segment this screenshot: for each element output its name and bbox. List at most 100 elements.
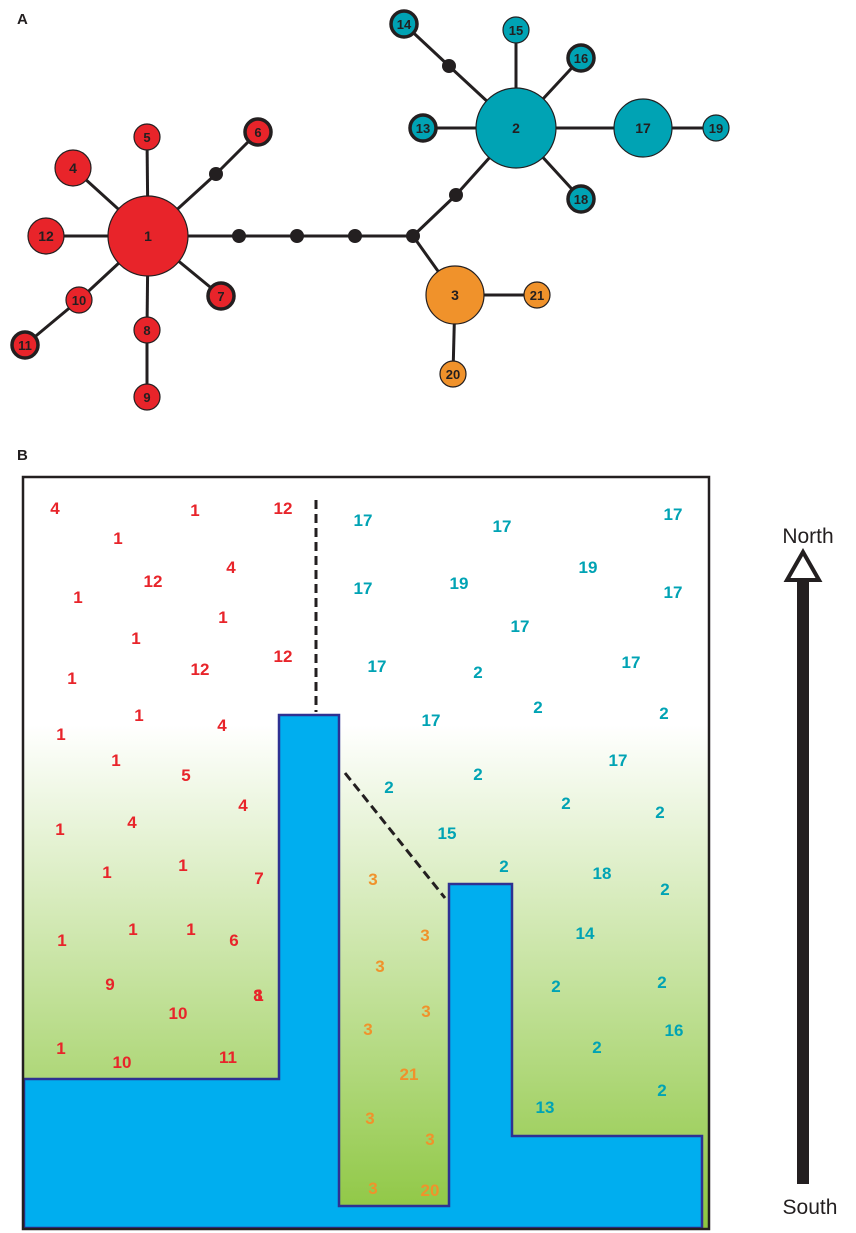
east-haplotype-label: 2 [551,977,560,996]
east-haplotype-label: 2 [473,765,482,784]
haplotype-circle [702,114,730,142]
haplotype-label: 3 [451,287,459,303]
west-haplotype-label: 1 [56,1039,65,1058]
west-haplotype-label: 1 [254,986,263,1005]
haplotype-node-21: 21 [523,281,551,309]
west-haplotype-label: 4 [50,499,60,518]
west-haplotype-label: 10 [113,1053,132,1072]
haplotype-circle [54,149,92,187]
haplotype-label: 17 [635,120,651,136]
haplotype-label: 11 [18,338,32,353]
east-haplotype-label: 2 [657,1081,666,1100]
east-haplotype-label: 17 [664,505,683,524]
east-haplotype-label: 17 [354,511,373,530]
haplotype-label: 6 [254,125,261,140]
west-haplotype-label: 1 [218,608,227,627]
east-haplotype-label: 16 [665,1021,684,1040]
east-haplotype-label: 19 [579,558,598,577]
middle-haplotype-label: 3 [420,926,429,945]
east-haplotype-label: 2 [657,973,666,992]
east-haplotype-label: 17 [493,517,512,536]
east-haplotype-label: 17 [664,583,683,602]
haplotype-label: 7 [217,289,224,304]
haplotype-node-1: 1 [107,195,189,277]
haplotype-node-14: 14 [389,9,419,39]
east-haplotype-label: 2 [561,794,570,813]
east-haplotype-label: 2 [592,1038,601,1057]
east-haplotype-label: 2 [473,663,482,682]
haplotype-label: 10 [72,293,86,308]
haplotype-node-12: 12 [27,217,65,255]
west-haplotype-label: 12 [274,647,293,666]
haplotype-node-16: 16 [566,43,596,73]
west-haplotype-label: 12 [274,499,293,518]
west-haplotype-label: 1 [178,856,187,875]
network-edge [411,193,458,238]
haplotype-label: 21 [530,288,544,303]
haplotype-circle [566,43,596,73]
west-haplotype-label: 1 [134,706,143,725]
middle-haplotype-label: 3 [363,1020,372,1039]
middle-haplotype-label: 3 [368,1179,377,1198]
west-haplotype-label: 8 [253,986,262,1005]
west-haplotype-label: 1 [131,629,140,648]
haplotype-circle [65,286,93,314]
haplotype-node-4: 4 [54,149,92,187]
haplotype-label: 5 [143,130,150,145]
missing-haplotype-dot [209,167,223,181]
panel-a-label: A [17,11,28,28]
barrier-line-diagonal [343,772,447,899]
missing-haplotypes [209,59,463,243]
west-haplotype-label: 1 [190,501,199,520]
haplotype-circle [425,265,485,325]
west-haplotype-label: 12 [191,660,210,679]
map-frame [21,475,711,1231]
west-haplotype-label: 5 [181,766,190,785]
west-haplotype-label: 6 [229,931,238,950]
haplotype-circle [613,98,673,158]
haplotype-label: 14 [397,17,412,32]
haplotype-label: 13 [416,121,430,136]
east-haplotype-label: 2 [655,803,664,822]
haplotype-circle [133,123,161,151]
haplotype-label: 19 [709,121,723,136]
south-label: South [783,1196,838,1219]
west-haplotype-label: 1 [128,920,137,939]
haplotype-label: 18 [574,192,588,207]
west-haplotype-label: 1 [186,920,195,939]
compass: North South [782,525,837,1219]
haplotype-label: 9 [143,390,150,405]
east-haplotype-label: 13 [536,1098,555,1117]
haplotype-node-11: 11 [10,330,40,360]
east-haplotype-label: 17 [609,751,628,770]
west-haplotype-label: 11 [219,1048,237,1067]
haplotype-circle [408,113,438,143]
east-haplotype-label: 2 [533,698,542,717]
west-haplotype-label: 4 [217,716,227,735]
east-haplotype-label: 14 [576,924,595,943]
east-haplotype-label: 2 [660,880,669,899]
east-haplotype-label: 15 [438,824,457,843]
west-haplotype-label: 10 [169,1004,188,1023]
missing-haplotype-dot [449,188,463,202]
missing-haplotype-dot [406,229,420,243]
middle-haplotype-label: 21 [400,1065,419,1084]
west-haplotype-label: 4 [127,813,137,832]
east-haplotype-label: 17 [354,579,373,598]
middle-haplotype-label: 3 [368,870,377,889]
haplotype-node-13: 13 [408,113,438,143]
haplotype-node-15: 15 [502,16,530,44]
east-haplotype-label: 2 [384,778,393,797]
compass-shaft [797,579,809,1184]
north-arrow-icon [783,547,823,582]
east-haplotype-label: 17 [622,653,641,672]
east-haplotype-label: 18 [593,864,612,883]
haplotype-circle [523,281,551,309]
east-haplotype-label: 2 [659,704,668,723]
haplotype-node-9: 9 [133,383,161,411]
east-haplotype-label: 17 [511,617,530,636]
